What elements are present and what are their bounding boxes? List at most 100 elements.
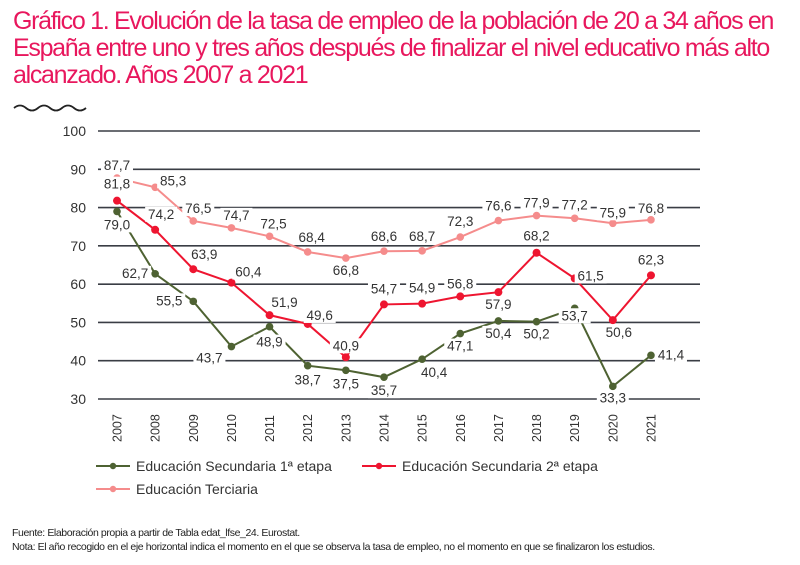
x-tick-label: 2013 (339, 414, 353, 442)
data-point-sec2[interactable] (189, 265, 198, 274)
legend-label-sec2: Educación Secundaria 2ª etapa (402, 458, 598, 474)
data-label-terc: 68,6 (371, 229, 397, 244)
x-tick-label: 2007 (111, 414, 125, 442)
data-label-sec2: 51,9 (271, 295, 297, 310)
data-point-terc[interactable] (609, 219, 617, 228)
data-label-sec1: 41,4 (658, 347, 685, 362)
legend-item-terc[interactable]: Educación Terciaria (96, 481, 258, 497)
data-label-bg (406, 228, 439, 244)
data-point-sec1[interactable] (418, 355, 426, 363)
data-label-sec2: 54,7 (371, 281, 397, 296)
y-tick-label: 80 (70, 200, 86, 216)
data-label-terc: 75,9 (600, 205, 626, 220)
data-label-sec2: 60,4 (235, 265, 262, 280)
data-point-sec2[interactable] (608, 316, 617, 325)
data-point-sec1[interactable] (456, 329, 465, 338)
data-point-sec2[interactable] (151, 225, 160, 234)
data-label-bg (367, 281, 400, 297)
y-tick-label: 50 (70, 314, 86, 330)
data-point-sec2[interactable] (341, 353, 350, 362)
data-point-terc[interactable] (570, 214, 579, 223)
legend-marker-sec2-icon (362, 462, 396, 470)
data-label-sec2: 49,6 (307, 308, 333, 323)
data-label-bg (119, 265, 152, 281)
data-point-terc[interactable] (380, 247, 388, 256)
data-point-terc[interactable] (151, 183, 159, 192)
data-label-sec1: 50,4 (485, 326, 512, 341)
data-label-sec1: 47,1 (447, 339, 473, 354)
data-label-sec2: 40,9 (333, 338, 359, 353)
data-label-bg (596, 390, 629, 406)
legend-marker-terc-icon (96, 485, 130, 493)
data-point-sec1[interactable] (303, 361, 312, 370)
data-label-terc: 77,2 (562, 197, 588, 212)
y-tick-label: 100 (63, 123, 87, 139)
x-tick-label: 2010 (225, 414, 239, 442)
data-label-bg (303, 307, 336, 323)
data-point-terc[interactable] (494, 216, 503, 225)
data-point-sec1[interactable] (342, 366, 350, 375)
data-point-sec2[interactable] (227, 278, 236, 287)
data-label-bg (444, 214, 477, 230)
data-label-terc: 77,9 (523, 196, 549, 211)
data-label-sec1: 48,9 (256, 335, 282, 350)
data-point-sec1[interactable] (609, 382, 617, 391)
data-point-terc[interactable] (456, 233, 465, 241)
data-label-sec2: 56,8 (447, 276, 473, 291)
data-point-sec2[interactable] (265, 311, 274, 320)
data-point-sec1[interactable] (151, 270, 159, 278)
data-point-sec1[interactable] (265, 322, 274, 331)
data-label-bg (367, 229, 400, 245)
data-label-terc: 76,6 (485, 199, 511, 214)
data-point-sec1[interactable] (113, 207, 121, 216)
data-point-sec1[interactable] (189, 297, 198, 306)
data-point-terc[interactable] (647, 216, 655, 224)
data-point-terc[interactable] (303, 248, 312, 256)
legend-marker-sec1-icon (96, 462, 130, 470)
data-point-terc[interactable] (189, 217, 198, 225)
data-point-sec1[interactable] (532, 317, 541, 326)
data-point-sec1[interactable] (494, 317, 503, 325)
data-label-bg (482, 325, 515, 341)
legend-item-sec1[interactable]: Educación Secundaria 1ª etapa (96, 458, 332, 474)
chart-title: Gráfico 1. Evolución de la tasa de emple… (13, 7, 774, 89)
data-point-sec2[interactable] (113, 196, 121, 205)
data-label-bg (418, 365, 451, 381)
data-point-sec2[interactable] (494, 288, 503, 297)
data-point-terc[interactable] (342, 254, 350, 262)
legend-item-sec2[interactable]: Educación Secundaria 2ª etapa (362, 458, 598, 474)
data-point-sec2[interactable] (456, 292, 465, 301)
data-label-bg (101, 217, 133, 233)
x-tick-label: 2014 (377, 414, 391, 442)
y-tick-label: 60 (70, 276, 86, 292)
data-point-sec1[interactable] (647, 351, 655, 360)
data-point-sec2[interactable] (379, 300, 388, 309)
data-label-sec2: 50,6 (606, 325, 632, 340)
data-point-sec1[interactable] (380, 373, 388, 381)
data-point-terc[interactable] (418, 247, 426, 255)
data-label-terc: 68,7 (409, 229, 435, 244)
x-tick-label: 2020 (606, 414, 620, 442)
data-point-sec2[interactable] (418, 299, 427, 308)
data-label-terc: 74,7 (223, 208, 249, 223)
data-point-terc[interactable] (265, 232, 274, 241)
data-label-bg (558, 308, 591, 324)
data-labels: 87,7 85,3 76,5 74,7 72,5 68,4 66,8 68,6 68,7 72,3… (101, 158, 687, 406)
data-point-sec1[interactable] (227, 342, 236, 351)
y-tick-label: 70 (70, 238, 86, 254)
data-label-bg (520, 195, 553, 211)
x-tick-label: 2016 (454, 414, 468, 442)
data-label-bg (257, 216, 290, 232)
decorative-wave-icon (13, 104, 87, 112)
data-label-bg (444, 338, 477, 354)
y-tick-label: 40 (70, 353, 86, 369)
data-point-sec2[interactable] (646, 271, 655, 280)
data-point-sec2[interactable] (532, 248, 541, 257)
data-label-bg (634, 252, 667, 268)
data-label-sec2: 74,2 (148, 207, 174, 222)
data-label-bg (574, 268, 607, 284)
data-point-terc[interactable] (227, 224, 236, 232)
data-point-terc[interactable] (532, 211, 541, 220)
y-tick-label: 30 (70, 391, 86, 407)
